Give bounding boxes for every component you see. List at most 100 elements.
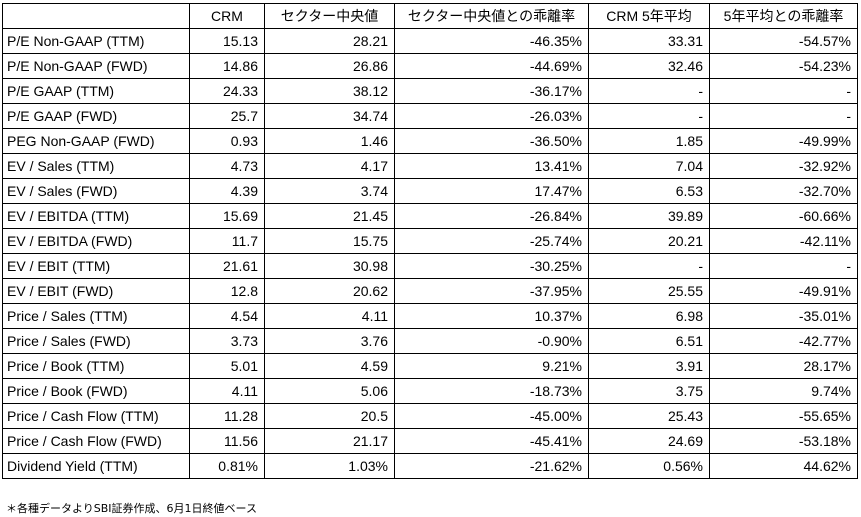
five-year-deviation-value: -32.92% [709,153,858,179]
five-year-deviation-value: -35.01% [709,303,858,329]
sector-deviation-value: 13.41% [394,153,589,179]
crm-value: 4.39 [189,178,265,204]
crm-value: 11.28 [189,403,265,429]
header-5yr-deviation: 5年平均との乖離率 [709,3,858,29]
five-year-average-value: 20.21 [588,228,710,254]
header-crm: CRM [189,3,265,29]
sector-deviation-value: -37.95% [394,278,589,304]
five-year-average-value: 32.46 [588,53,710,79]
five-year-deviation-value: - [709,253,858,279]
table-row: EV / EBITDA (FWD) 11.7 15.75 -25.74% 20.21 -4… [2,228,858,254]
sector-median-value: 20.5 [264,403,395,429]
sector-deviation-value: -36.17% [394,78,589,104]
sector-median-value: 4.17 [264,153,395,179]
table-row: Price / Book (TTM) 5.01 4.59 9.21% 3.91 28.17… [2,353,858,379]
table-row: PEG Non-GAAP (FWD) 0.93 1.46 -36.50% 1.85 -49… [2,128,858,154]
sector-deviation-value: -36.50% [394,128,589,154]
metric-label: P/E Non-GAAP (FWD) [2,53,190,79]
five-year-deviation-value: - [709,103,858,129]
sector-deviation-value: -26.03% [394,103,589,129]
sector-median-value: 1.46 [264,128,395,154]
metric-label: Price / Book (FWD) [2,378,190,404]
five-year-deviation-value: 9.74% [709,378,858,404]
sector-deviation-value: 17.47% [394,178,589,204]
crm-value: 21.61 [189,253,265,279]
metric-label: PEG Non-GAAP (FWD) [2,128,190,154]
metric-label: EV / Sales (FWD) [2,178,190,204]
five-year-average-value: - [588,78,710,104]
five-year-deviation-value: -54.57% [709,28,858,54]
five-year-deviation-value: -42.11% [709,228,858,254]
crm-value: 11.56 [189,428,265,454]
five-year-deviation-value: -54.23% [709,53,858,79]
metric-label: P/E GAAP (TTM) [2,78,190,104]
five-year-deviation-value: 28.17% [709,353,858,379]
table-row: Dividend Yield (TTM) 0.81% 1.03% -21.62% 0.5… [2,453,858,479]
header-blank [2,3,190,29]
table-row: Price / Sales (TTM) 4.54 4.11 10.37% 6.98 -35… [2,303,858,329]
sector-median-value: 21.45 [264,203,395,229]
sector-deviation-value: -21.62% [394,453,589,479]
table-row: EV / Sales (FWD) 4.39 3.74 17.47% 6.53 -32.70… [2,178,858,204]
five-year-average-value: - [588,103,710,129]
five-year-deviation-value: -49.91% [709,278,858,304]
table-row: P/E Non-GAAP (TTM) 15.13 28.21 -46.35% 33.31… [2,28,858,54]
metric-label: EV / EBITDA (FWD) [2,228,190,254]
five-year-deviation-value: -53.18% [709,428,858,454]
sector-deviation-value: -46.35% [394,28,589,54]
crm-value: 14.86 [189,53,265,79]
valuation-table: CRM セクター中央値 セクター中央値との乖離率 CRM 5年平均 5年平均との… [2,3,858,479]
sector-deviation-value: -0.90% [394,328,589,354]
header-sector-deviation: セクター中央値との乖離率 [394,3,589,29]
sector-deviation-value: 9.21% [394,353,589,379]
crm-value: 25.7 [189,103,265,129]
table-row: EV / EBITDA (TTM) 15.69 21.45 -26.84% 39.89-… [2,203,858,229]
metric-label: Dividend Yield (TTM) [2,453,190,479]
crm-value: 4.54 [189,303,265,329]
sector-deviation-value: -18.73% [394,378,589,404]
crm-value: 24.33 [189,78,265,104]
five-year-average-value: 6.51 [588,328,710,354]
crm-value: 15.69 [189,203,265,229]
sector-median-value: 3.74 [264,178,395,204]
crm-value: 11.7 [189,228,265,254]
five-year-average-value: 7.04 [588,153,710,179]
crm-value: 4.73 [189,153,265,179]
metric-label: EV / EBIT (TTM) [2,253,190,279]
crm-value: 12.8 [189,278,265,304]
sector-deviation-value: -26.84% [394,203,589,229]
sector-deviation-value: -45.00% [394,403,589,429]
header-sector-median: セクター中央値 [264,3,395,29]
sector-median-value: 3.76 [264,328,395,354]
footnote: ＊各種データよりSBI証券作成、6月1日終値ベース [6,502,257,515]
crm-value: 0.93 [189,128,265,154]
sector-median-value: 30.98 [264,253,395,279]
five-year-deviation-value: -49.99% [709,128,858,154]
sector-deviation-value: -44.69% [394,53,589,79]
metric-label: P/E Non-GAAP (TTM) [2,28,190,54]
five-year-average-value: 6.53 [588,178,710,204]
sector-median-value: 4.11 [264,303,395,329]
sector-median-value: 15.75 [264,228,395,254]
five-year-deviation-value: -60.66% [709,203,858,229]
five-year-deviation-value: 44.62% [709,453,858,479]
sector-median-value: 28.21 [264,28,395,54]
metric-label: Price / Cash Flow (TTM) [2,403,190,429]
five-year-deviation-value: -42.77% [709,328,858,354]
sector-median-value: 1.03% [264,453,395,479]
sector-deviation-value: -45.41% [394,428,589,454]
five-year-deviation-value: -55.65% [709,403,858,429]
five-year-average-value: 25.55 [588,278,710,304]
table-row: P/E GAAP (FWD) 25.7 34.74 -26.03% - - [2,103,858,129]
five-year-deviation-value: -32.70% [709,178,858,204]
table-row: Price / Cash Flow (TTM) 11.28 20.5 -45.00% 2… [2,403,858,429]
five-year-average-value: 0.56% [588,453,710,479]
metric-label: EV / EBITDA (TTM) [2,203,190,229]
sector-median-value: 38.12 [264,78,395,104]
crm-value: 0.81% [189,453,265,479]
table-row: Price / Book (FWD) 4.11 5.06 -18.73% 3.75 9.7… [2,378,858,404]
sector-median-value: 5.06 [264,378,395,404]
metric-label: P/E GAAP (FWD) [2,103,190,129]
table-row: EV / EBIT (TTM) 21.61 30.98 -30.25% - - [2,253,858,279]
metric-label: Price / Cash Flow (FWD) [2,428,190,454]
